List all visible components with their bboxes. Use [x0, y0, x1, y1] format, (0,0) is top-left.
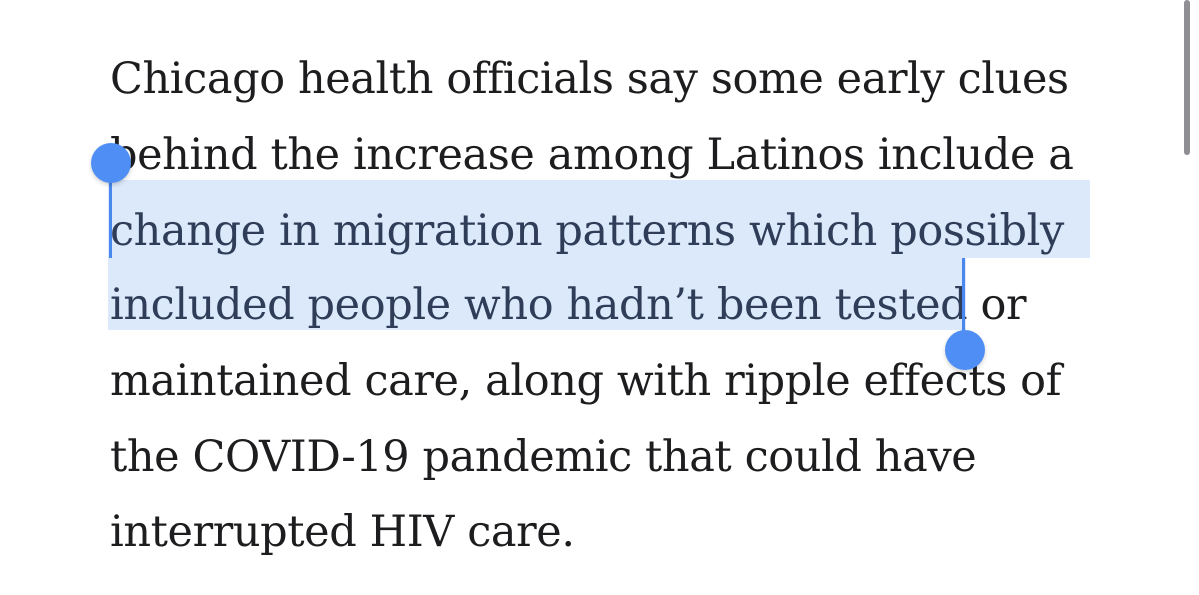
paragraph-line-3-selected[interactable]: change in migration patterns which possi… [110, 206, 1064, 256]
selection-start-caret [109, 178, 112, 258]
selection-highlight-line-1 [108, 180, 1090, 258]
paragraph-line-5[interactable]: maintained care, along with ripple effec… [110, 356, 1062, 406]
paragraph-line-6[interactable]: the COVID-19 pandemic that could have [110, 432, 977, 482]
selection-end-caret [962, 258, 965, 336]
selection-start-knob-icon[interactable] [91, 143, 131, 183]
paragraph-line-7[interactable]: interrupted HIV care. [110, 507, 575, 557]
scrollbar-thumb[interactable] [1184, 0, 1190, 155]
paragraph-line-1[interactable]: Chicago health officials say some early … [110, 54, 1069, 104]
paragraph-line-4[interactable]: included people who hadn’t been tested o… [110, 268, 1027, 342]
unselected-text[interactable]: or [967, 280, 1027, 330]
selection-highlight-line-2 [108, 258, 966, 330]
selection-end-knob-icon[interactable] [945, 330, 985, 370]
selected-text-end[interactable]: included people who hadn’t been tested [110, 280, 968, 330]
paragraph-line-2[interactable]: behind the increase among Latinos includ… [110, 130, 1074, 180]
